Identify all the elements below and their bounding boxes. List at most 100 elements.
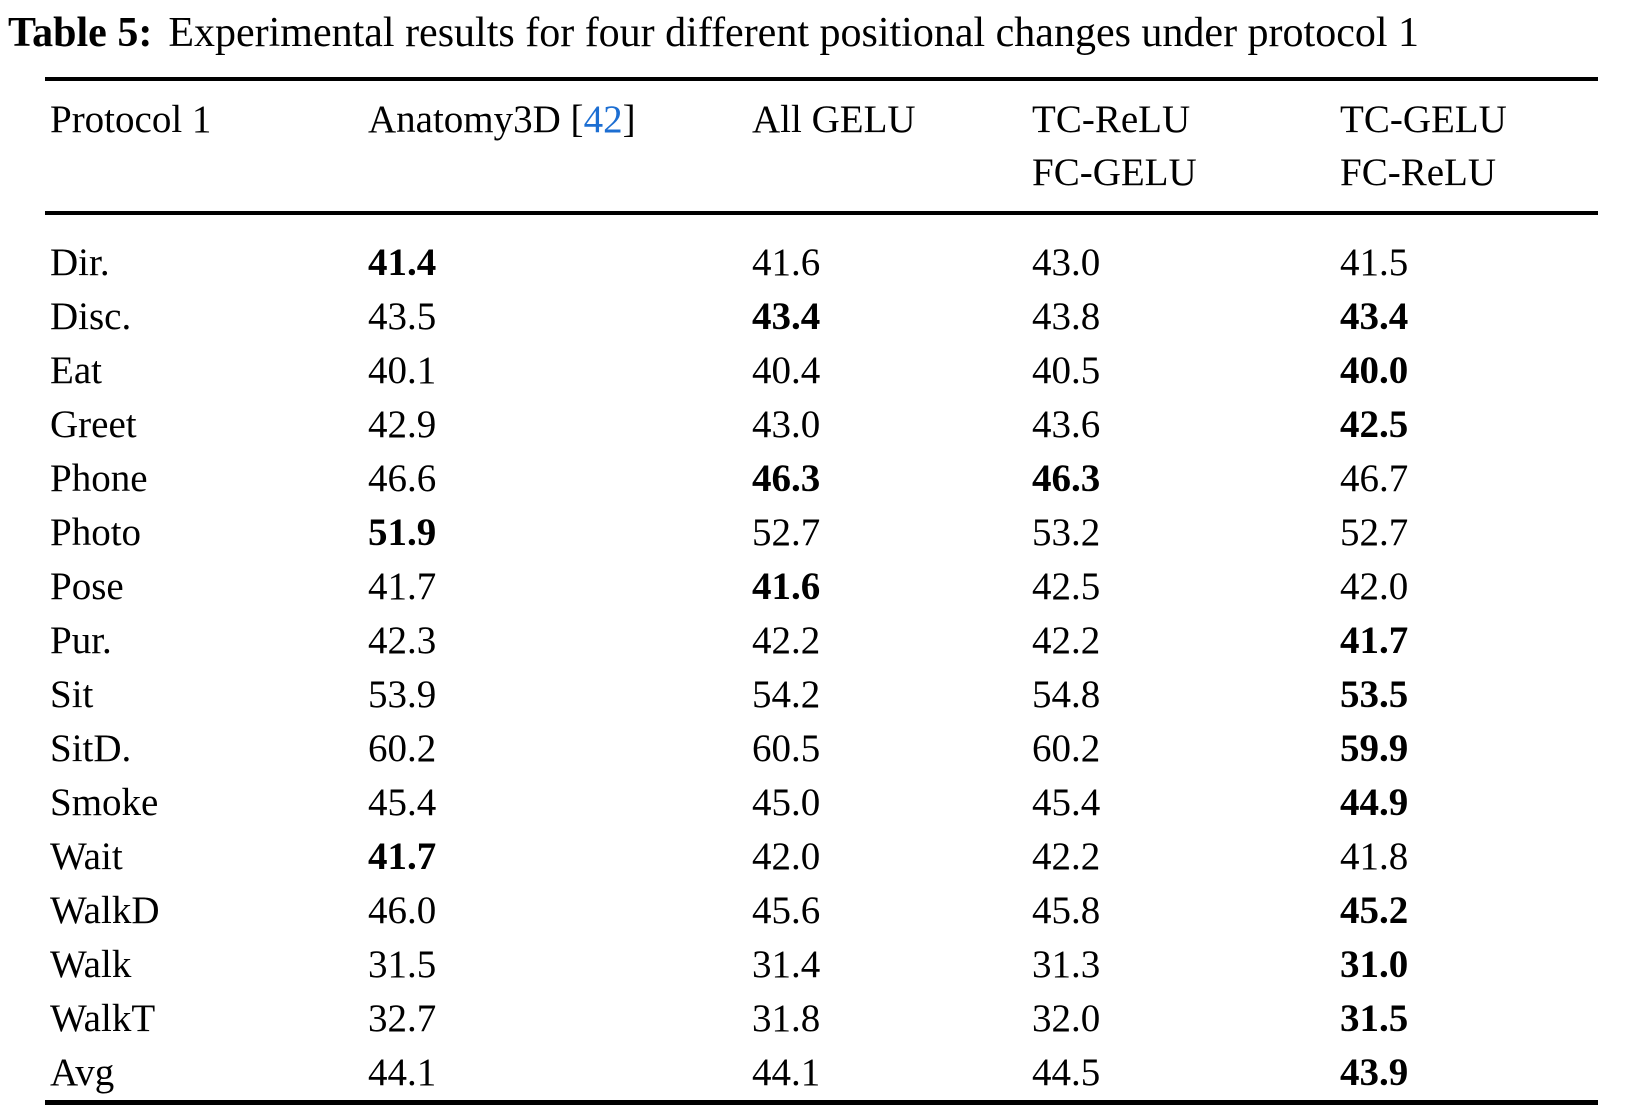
value-cell: 41.5 (1340, 241, 1409, 284)
value-cell: 41.8 (1340, 835, 1409, 878)
value-cell: 41.7 (368, 835, 437, 878)
row-label: WalkD (50, 889, 160, 932)
table-row: Smoke 45.4 45.0 45.4 44.9 (45, 776, 1598, 830)
row-label: Pur. (50, 619, 112, 662)
value-cell: 45.2 (1340, 889, 1409, 932)
value-cell: 60.2 (1032, 727, 1101, 770)
citation-number[interactable]: 42 (583, 98, 623, 141)
table-row: Photo 51.9 52.7 53.2 52.7 (45, 506, 1598, 560)
value-cell: 31.3 (1032, 943, 1101, 986)
column-header-anatomy3d: Anatomy3D [42] (363, 79, 747, 215)
anatomy-label-suffix: ] (622, 98, 636, 141)
value-cell: 46.3 (1032, 457, 1101, 500)
table-row: Greet 42.9 43.0 43.6 42.5 (45, 398, 1598, 452)
value-cell: 52.7 (752, 511, 821, 554)
value-cell: 52.7 (1340, 511, 1409, 554)
value-cell: 31.5 (368, 943, 437, 986)
row-label: Disc. (50, 295, 132, 338)
row-label: WalkT (50, 997, 156, 1040)
value-cell: 43.5 (368, 295, 437, 338)
table-row: WalkD 46.0 45.6 45.8 45.2 (45, 884, 1598, 938)
value-cell: 42.3 (368, 619, 437, 662)
row-label: Wait (50, 835, 123, 878)
value-cell: 54.8 (1032, 673, 1101, 716)
table-row: Pose 41.7 41.6 42.5 42.0 (45, 560, 1598, 614)
column-header-tc-gelu-fc-relu: TC-GELU FC-ReLU (1335, 79, 1598, 215)
table-row: SitD. 60.2 60.5 60.2 59.9 (45, 722, 1598, 776)
value-cell: 42.2 (1032, 835, 1101, 878)
column-header-tc-relu-fc-gelu: TC-ReLU FC-GELU (1027, 79, 1335, 215)
value-cell: 45.8 (1032, 889, 1101, 932)
value-cell: 46.7 (1340, 457, 1409, 500)
value-cell: 46.3 (752, 457, 821, 500)
value-cell: 44.9 (1340, 781, 1409, 824)
value-cell: 43.0 (1032, 241, 1101, 284)
value-cell: 31.0 (1340, 943, 1409, 986)
table-row: Wait 41.7 42.0 42.2 41.8 (45, 830, 1598, 884)
table-row: Phone 46.6 46.3 46.3 46.7 (45, 452, 1598, 506)
value-cell: 53.9 (368, 673, 437, 716)
value-cell: 42.5 (1032, 565, 1101, 608)
value-cell: 43.4 (1340, 295, 1409, 338)
table-row: WalkT 32.7 31.8 32.0 31.5 (45, 992, 1598, 1046)
value-cell: 40.0 (1340, 349, 1409, 392)
value-cell: 45.4 (1032, 781, 1101, 824)
header-row: Protocol 1 Anatomy3D [42] All GELU TC-Re… (45, 79, 1598, 215)
value-cell: 44.5 (1032, 1051, 1101, 1094)
value-cell: 31.8 (752, 997, 821, 1040)
value-cell: 59.9 (1340, 727, 1409, 770)
value-cell: 42.0 (1340, 565, 1409, 608)
value-cell: 45.6 (752, 889, 821, 932)
table-caption-text: Experimental results for four different … (168, 10, 1420, 56)
table-row: Disc. 43.5 43.4 43.8 43.4 (45, 290, 1598, 344)
value-cell: 53.2 (1032, 511, 1101, 554)
value-cell: 46.6 (368, 457, 437, 500)
row-label: Smoke (50, 781, 159, 824)
table-header: Protocol 1 Anatomy3D [42] All GELU TC-Re… (45, 79, 1598, 215)
value-cell: 40.5 (1032, 349, 1101, 392)
value-cell: 41.7 (1340, 619, 1409, 662)
value-cell: 44.1 (752, 1051, 821, 1094)
value-cell: 42.2 (752, 619, 821, 662)
table-row: Walk 31.5 31.4 31.3 31.0 (45, 938, 1598, 992)
anatomy-label: Anatomy3D [ (368, 98, 584, 141)
value-cell: 41.6 (752, 565, 821, 608)
table-row: Sit 53.9 54.2 54.8 53.5 (45, 668, 1598, 722)
value-cell: 45.0 (752, 781, 821, 824)
value-cell: 45.4 (368, 781, 437, 824)
value-cell: 42.0 (752, 835, 821, 878)
row-label: Sit (50, 673, 94, 716)
value-cell: 42.2 (1032, 619, 1101, 662)
value-cell: 44.1 (368, 1051, 437, 1094)
table-row: Dir. 41.4 41.6 43.0 41.5 (45, 213, 1598, 290)
row-label: Photo (50, 511, 142, 554)
row-label: Phone (50, 457, 148, 500)
value-cell: 43.8 (1032, 295, 1101, 338)
value-cell: 43.0 (752, 403, 821, 446)
row-label: Pose (50, 565, 124, 608)
value-cell: 42.9 (368, 403, 437, 446)
value-cell: 41.7 (368, 565, 437, 608)
row-label: SitD. (50, 727, 132, 770)
row-label: Eat (50, 349, 102, 392)
value-cell: 46.0 (368, 889, 437, 932)
row-label: Walk (50, 943, 132, 986)
table-caption-label: Table 5: (8, 10, 153, 56)
value-cell: 51.9 (368, 511, 437, 554)
table-caption: Table 5: Experimental results for four di… (8, 0, 1633, 58)
value-cell: 40.4 (752, 349, 821, 392)
value-cell: 42.5 (1340, 403, 1409, 446)
column-header-all-gelu: All GELU (747, 79, 1027, 215)
value-cell: 60.5 (752, 727, 821, 770)
results-table: Protocol 1 Anatomy3D [42] All GELU TC-Re… (45, 77, 1598, 1105)
value-cell: 53.5 (1340, 673, 1409, 716)
value-cell: 43.6 (1032, 403, 1101, 446)
value-cell: 40.1 (368, 349, 437, 392)
column-header-protocol: Protocol 1 (45, 79, 363, 215)
value-cell: 31.5 (1340, 997, 1409, 1040)
value-cell: 41.6 (752, 241, 821, 284)
value-cell: 43.9 (1340, 1051, 1409, 1094)
row-label: Dir. (50, 241, 110, 284)
value-cell: 43.4 (752, 295, 821, 338)
table-row: Pur. 42.3 42.2 42.2 41.7 (45, 614, 1598, 668)
